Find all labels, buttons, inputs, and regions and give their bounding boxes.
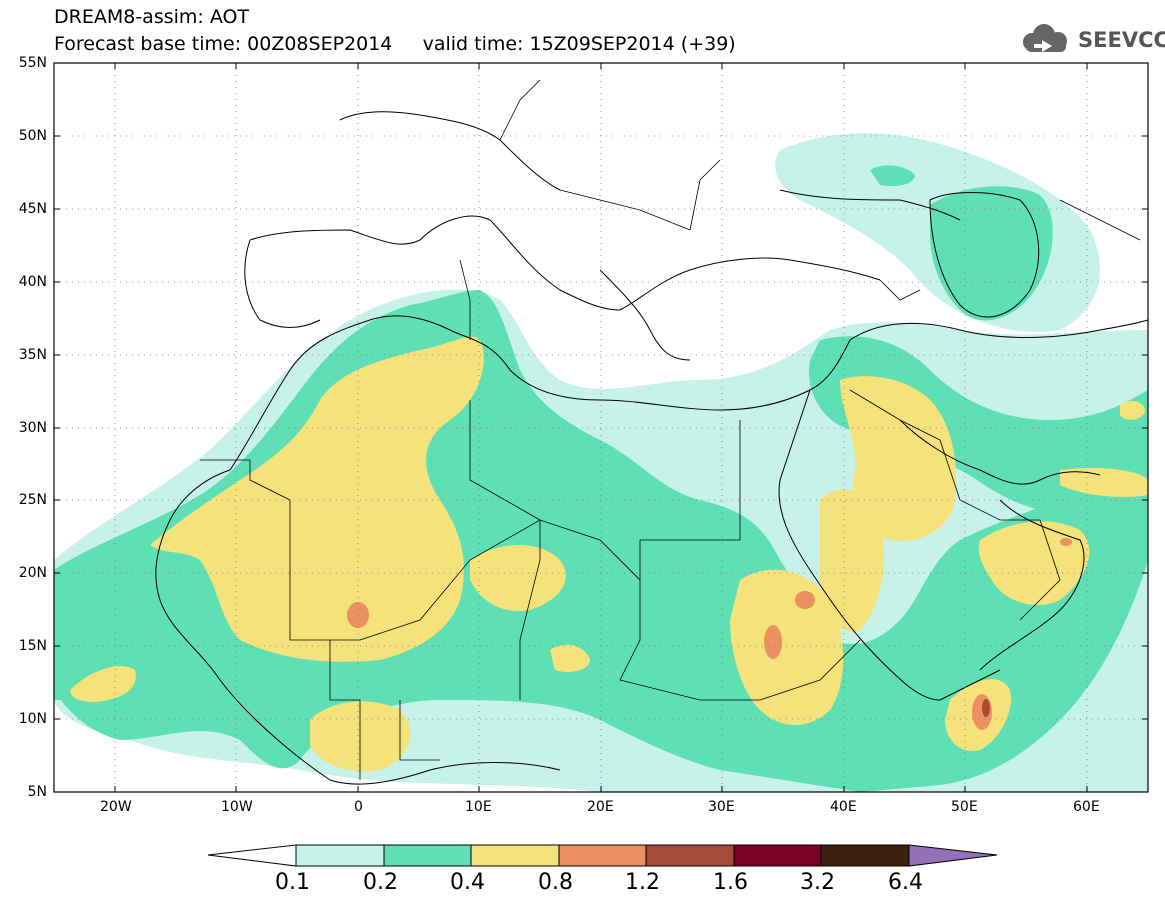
lat-label-45n: 45N: [18, 201, 47, 217]
lat-label-30n: 30N: [18, 420, 47, 436]
lon-label-10e: 10E: [465, 799, 492, 815]
colorbar-segment-1: [295, 844, 385, 867]
lon-label-20w: 20W: [100, 799, 132, 815]
lon-label-10w: 10W: [221, 799, 253, 815]
axis-ticks: [54, 62, 1148, 793]
lon-label-30e: 30E: [708, 799, 735, 815]
coastlines: [155, 111, 1148, 785]
colorbar-label-1.6: 1.6: [713, 870, 748, 895]
colorbar-segment-2: [383, 844, 472, 867]
lon-label-0: 0: [354, 799, 363, 815]
lat-label-25n: 25N: [18, 492, 47, 508]
colorbar-label-0.1: 0.1: [275, 870, 310, 895]
colorbar-label-1.2: 1.2: [625, 870, 660, 895]
colorbar-label-0.4: 0.4: [450, 870, 485, 895]
colorbar-segment-3: [470, 844, 560, 867]
map-title: DREAM8-assim: AOT: [54, 6, 250, 28]
colorbar-segment-below: [207, 844, 297, 867]
logo-text: SEEVCCC: [1078, 28, 1165, 52]
lat-label-10n: 10N: [18, 711, 47, 727]
lat-label-20n: 20N: [18, 565, 47, 581]
lat-label-5n: 5N: [27, 784, 47, 800]
colorbar-segment-4: [558, 844, 647, 867]
lon-label-40e: 40E: [830, 799, 857, 815]
colorbar-segment-above: [908, 844, 998, 867]
colorbar-label-3.2: 3.2: [800, 870, 835, 895]
colorbar: [207, 844, 998, 867]
colorbar-segment-7: [820, 844, 910, 867]
cloud-logo-icon: [1023, 24, 1067, 52]
lon-label-20e: 20E: [587, 799, 614, 815]
colorbar-label-6.4: 6.4: [888, 870, 923, 895]
lat-label-50n: 50N: [18, 128, 47, 144]
colorbar-label-0.8: 0.8: [538, 870, 573, 895]
colorbar-segment-5: [645, 844, 735, 867]
lat-label-35n: 35N: [18, 347, 47, 363]
lat-label-40n: 40N: [18, 274, 47, 290]
lon-label-50e: 50E: [951, 799, 978, 815]
lat-label-55n: 55N: [18, 55, 47, 71]
grid-lines: [54, 63, 1148, 792]
lon-label-60e: 60E: [1073, 799, 1100, 815]
aot-band-1.2: [982, 699, 990, 717]
forecast-time-info: Forecast base time: 00Z08SEP2014 valid t…: [54, 33, 736, 55]
country-borders: [200, 79, 1141, 780]
lat-label-15n: 15N: [18, 638, 47, 654]
colorbar-segment-6: [733, 844, 822, 867]
colorbar-label-0.2: 0.2: [363, 870, 398, 895]
